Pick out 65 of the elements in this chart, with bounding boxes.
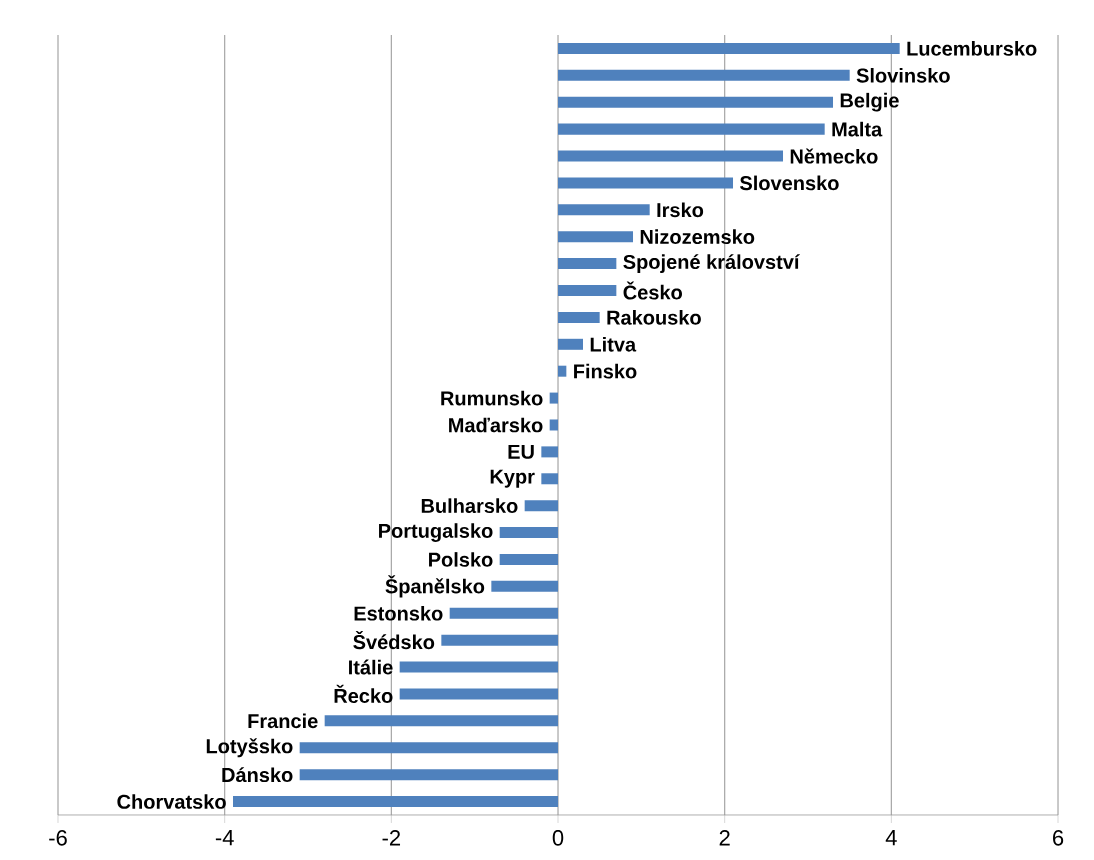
- bar: [233, 796, 559, 808]
- bar: [541, 446, 559, 458]
- bar: [491, 580, 559, 592]
- bar: [549, 419, 559, 431]
- x-tick-label: 2: [719, 830, 730, 846]
- bar: [441, 634, 559, 646]
- bar: [324, 715, 559, 727]
- bar: [558, 204, 650, 216]
- x-tick-label: -2: [382, 830, 401, 846]
- y-tick-label: Chorvatsko: [117, 794, 226, 809]
- bar: [558, 177, 734, 189]
- y-tick-label: Německo: [790, 148, 878, 164]
- y-tick-label: Španělsko: [385, 575, 485, 598]
- y-tick-label: Polsko: [429, 552, 493, 567]
- bar: [558, 96, 834, 108]
- bar: [558, 285, 617, 296]
- y-tick-label: Estonsko: [354, 605, 443, 621]
- bar: [558, 365, 567, 377]
- x-tick-label: -6: [49, 830, 67, 846]
- bar: [399, 661, 559, 673]
- bar: [541, 473, 559, 485]
- bar: [558, 311, 600, 323]
- y-tick-label: Česko: [623, 281, 682, 300]
- y-tick-label: Švédsko: [353, 631, 435, 650]
- y-tick-label: Řecko: [334, 684, 393, 703]
- y-tick-label: Bulharsko: [421, 498, 518, 514]
- y-tick-label: Finsko: [574, 363, 637, 379]
- x-tick-label: 4: [885, 830, 897, 846]
- y-tick-label: Litva: [590, 336, 637, 352]
- y-tick-label: Itálie: [349, 659, 393, 675]
- y-tick-label: Francie: [248, 713, 318, 729]
- y-tick-label: Slovinsko: [856, 67, 950, 83]
- bar: [558, 231, 634, 243]
- y-tick-label: Lucembursko: [907, 41, 1037, 56]
- bar: [499, 553, 559, 565]
- y-tick-label: Irsko: [657, 202, 704, 218]
- y-tick-label: Rakousko: [607, 310, 701, 325]
- bar: [558, 123, 825, 135]
- bar: [299, 769, 559, 781]
- x-tick-label: 6: [1053, 830, 1064, 846]
- y-tick-label: Lotyšsko: [206, 738, 293, 758]
- bar: [524, 500, 559, 512]
- y-tick-label: Rumunsko: [441, 390, 543, 406]
- x-tick-label: -4: [215, 830, 234, 846]
- y-tick-label: Belgie: [840, 92, 899, 112]
- bar: [558, 338, 584, 350]
- bar: [558, 42, 900, 54]
- y-tick-label: Kypr: [490, 469, 535, 488]
- bar: [558, 150, 784, 162]
- bar: [399, 688, 559, 700]
- y-tick-label: Portugalsko: [379, 523, 493, 542]
- y-tick-label: Nizozemsko: [640, 229, 755, 245]
- y-tick-label: Maďarsko: [449, 417, 543, 433]
- x-tick-label: 0: [552, 830, 564, 846]
- bar: [549, 392, 559, 404]
- y-tick-label: Malta: [832, 121, 883, 137]
- y-tick-label: Slovensko: [739, 175, 839, 191]
- y-tick-label: Spojené království: [623, 254, 800, 274]
- y-tick-label: Dánsko: [222, 767, 293, 783]
- bar: [499, 527, 559, 539]
- y-tick-label: EU: [508, 444, 534, 459]
- bar: [558, 258, 617, 270]
- bar: [449, 607, 559, 619]
- bar: [558, 69, 850, 81]
- bar: [299, 742, 559, 754]
